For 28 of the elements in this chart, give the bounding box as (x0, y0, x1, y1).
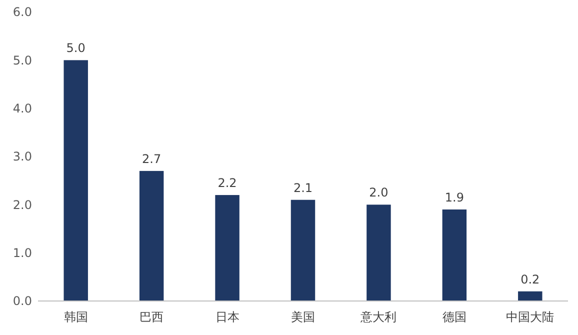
x-tick-label: 韩国 (64, 310, 88, 324)
y-tick-label: 3.0 (12, 150, 32, 164)
data-label: 0.2 (520, 272, 540, 286)
x-tick-label: 美国 (291, 310, 315, 324)
x-tick-label: 意大利 (360, 310, 397, 324)
bar (442, 209, 467, 301)
data-label: 5.0 (66, 41, 86, 56)
y-tick-label: 4.0 (12, 102, 32, 116)
data-label: 2.2 (218, 176, 237, 190)
x-tick-label: 中国大陆 (506, 310, 554, 324)
data-label: 2.1 (293, 180, 313, 195)
y-tick-label: 2.0 (12, 198, 32, 212)
bar (518, 291, 542, 301)
bar (64, 60, 88, 301)
bar (366, 204, 391, 301)
y-tick-label: 0.0 (12, 294, 32, 308)
x-tick-label: 日本 (215, 310, 240, 324)
y-tick-label: 5.0 (12, 53, 32, 68)
bar (139, 170, 164, 301)
data-label: 2.7 (142, 152, 162, 166)
data-label: 2.0 (369, 186, 388, 200)
y-tick-label: 1.0 (12, 246, 32, 260)
bar (290, 200, 316, 301)
x-tick-label: 德国 (442, 310, 466, 324)
x-tick-label: 巴西 (140, 310, 164, 324)
y-tick-label: 6.0 (12, 5, 32, 20)
bar (215, 195, 240, 301)
data-label: 1.9 (444, 190, 464, 204)
